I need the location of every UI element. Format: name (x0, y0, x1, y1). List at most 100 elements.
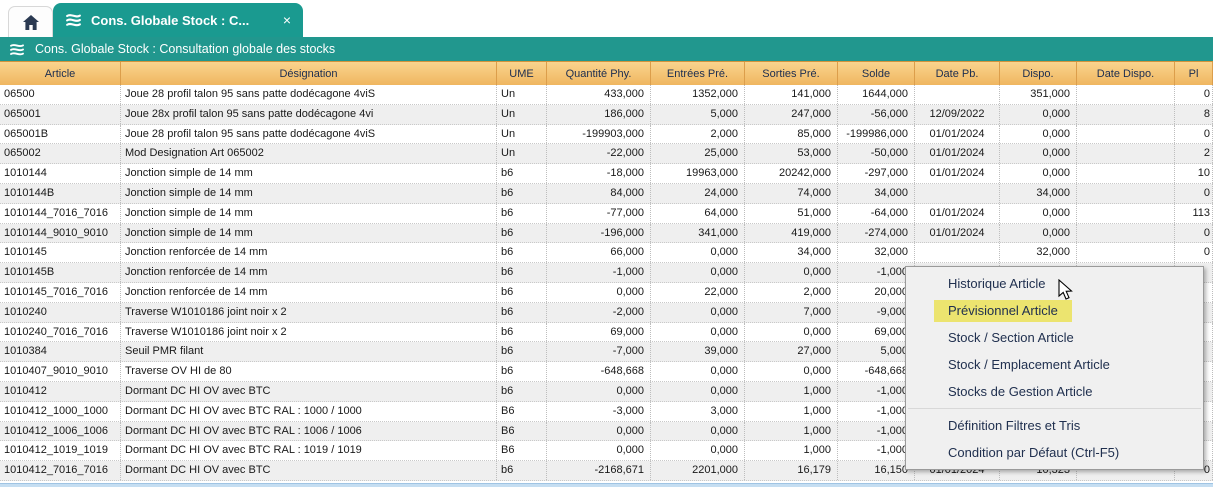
cell-date-pb[interactable]: 01/01/2024 (915, 144, 1000, 164)
cell-designation[interactable]: Jonction simple de 14 mm (121, 183, 497, 203)
cell-article[interactable]: 065002 (0, 144, 121, 164)
cell-solde[interactable]: -50,000 (838, 144, 915, 164)
cell-ume[interactable]: Un (497, 144, 547, 164)
cell-solde[interactable]: -199986,000 (838, 124, 915, 144)
menu-item-stock-emplacement-article[interactable]: Stock / Emplacement Article (948, 357, 1110, 372)
cell-quantite-phy[interactable]: 0,000 (547, 381, 651, 401)
cell-date-dispo[interactable] (1077, 243, 1175, 263)
column-header-sorties-pre[interactable]: Sorties Pré. (745, 62, 838, 85)
cell-date-dispo[interactable] (1077, 183, 1175, 203)
cell-designation[interactable]: Joue 28 profil talon 95 sans patte dodéc… (121, 124, 497, 144)
cell-ume[interactable]: B6 (497, 421, 547, 441)
cell-solde[interactable]: 1644,000 (838, 85, 915, 104)
table-row[interactable]: 06500 Joue 28 profil talon 95 sans patte … (0, 85, 1213, 105)
cell-entrees-pre[interactable]: 341,000 (651, 223, 745, 243)
cell-entrees-pre[interactable]: 0,000 (651, 263, 745, 282)
cell-solde[interactable]: -1,000 (838, 421, 915, 441)
cell-entrees-pre[interactable]: 0,000 (651, 243, 745, 263)
cell-designation[interactable]: Joue 28 profil talon 95 sans patte dodéc… (121, 85, 497, 104)
cell-solde[interactable]: 32,000 (838, 243, 915, 263)
cell-entrees-pre[interactable]: 0,000 (651, 302, 745, 322)
table-row[interactable]: 1010145 Jonction renforcée de 14 mm b6 66,0… (0, 243, 1213, 264)
cell-article[interactable]: 1010412_7016_7016 (0, 461, 121, 480)
cell-solde[interactable]: -9,000 (838, 302, 915, 322)
cell-designation[interactable]: Jonction simple de 14 mm (121, 223, 497, 243)
tab-close-icon[interactable]: × (282, 12, 291, 28)
cell-date-dispo[interactable] (1077, 164, 1175, 183)
cell-date-pb[interactable]: 01/01/2024 (915, 164, 1000, 183)
cell-designation[interactable]: Jonction renforcée de 14 mm (121, 282, 497, 302)
cell-quantite-phy[interactable]: 433,000 (547, 85, 651, 104)
cell-article[interactable]: 1010412 (0, 381, 121, 401)
cell-solde[interactable]: -1,000 (838, 401, 915, 421)
cell-quantite-phy[interactable]: -199903,000 (547, 124, 651, 144)
column-header-date-pb[interactable]: Date Pb. (915, 62, 1000, 85)
cell-quantite-phy[interactable]: 66,000 (547, 243, 651, 263)
cell-designation[interactable]: Dormant DC HI OV avec BTC RAL : 1006 / 1… (121, 421, 497, 441)
cell-article[interactable]: 065001B (0, 124, 121, 144)
cell-ume[interactable]: B6 (497, 401, 547, 421)
cell-solde[interactable]: -297,000 (838, 164, 915, 183)
cell-article[interactable]: 1010412_1019_1019 (0, 441, 121, 461)
cell-solde[interactable]: -1,000 (838, 381, 915, 401)
cell-solde[interactable]: 20,000 (838, 282, 915, 302)
cell-ume[interactable]: B6 (497, 441, 547, 461)
column-header-pl[interactable]: Pl (1175, 62, 1213, 85)
cell-article[interactable]: 1010384 (0, 342, 121, 362)
cell-ume[interactable]: b6 (497, 263, 547, 282)
cell-date-pb[interactable] (915, 183, 1000, 203)
cell-pl[interactable]: 2 (1175, 144, 1213, 164)
cell-quantite-phy[interactable]: 84,000 (547, 183, 651, 203)
cell-solde[interactable]: -648,668 (838, 362, 915, 381)
cell-entrees-pre[interactable]: 5,000 (651, 104, 745, 124)
cell-quantite-phy[interactable]: -18,000 (547, 164, 651, 183)
cell-article[interactable]: 1010412_1006_1006 (0, 421, 121, 441)
column-header-dispo[interactable]: Dispo. (1000, 62, 1077, 85)
column-header-ume[interactable]: UME (497, 62, 547, 85)
cell-sorties-pre[interactable]: 16,179 (745, 461, 838, 480)
cell-dispo[interactable]: 34,000 (1000, 183, 1077, 203)
cell-entrees-pre[interactable]: 25,000 (651, 144, 745, 164)
cell-article[interactable]: 1010240_7016_7016 (0, 322, 121, 342)
cell-article[interactable]: 1010144_7016_7016 (0, 203, 121, 223)
cell-ume[interactable]: Un (497, 104, 547, 124)
cell-designation[interactable]: Seuil PMR filant (121, 342, 497, 362)
cell-sorties-pre[interactable]: 20242,000 (745, 164, 838, 183)
cell-ume[interactable]: b6 (497, 322, 547, 342)
column-header-article[interactable]: Article (0, 62, 121, 85)
cell-ume[interactable]: b6 (497, 183, 547, 203)
cell-date-dispo[interactable] (1077, 144, 1175, 164)
cell-date-pb[interactable] (915, 243, 1000, 263)
cell-sorties-pre[interactable]: 53,000 (745, 144, 838, 164)
cell-solde[interactable]: 16,150 (838, 461, 915, 480)
cell-ume[interactable]: b6 (497, 243, 547, 263)
table-row[interactable]: 1010144_9010_9010 Jonction simple de 14 m… (0, 223, 1213, 244)
cell-sorties-pre[interactable]: 141,000 (745, 85, 838, 104)
cell-sorties-pre[interactable]: 1,000 (745, 421, 838, 441)
cell-date-dispo[interactable] (1077, 223, 1175, 243)
table-row[interactable]: 065001 Joue 28x profil talon 95 sans patt… (0, 104, 1213, 125)
cell-article[interactable]: 1010240 (0, 302, 121, 322)
cell-ume[interactable]: b6 (497, 164, 547, 183)
cell-pl[interactable]: 0 (1175, 85, 1213, 104)
cell-quantite-phy[interactable]: 69,000 (547, 322, 651, 342)
column-header-date-dispo[interactable]: Date Dispo. (1077, 62, 1175, 85)
cell-pl[interactable]: 8 (1175, 104, 1213, 124)
cell-article[interactable]: 1010145_7016_7016 (0, 282, 121, 302)
cell-entrees-pre[interactable]: 0,000 (651, 381, 745, 401)
cell-quantite-phy[interactable]: -7,000 (547, 342, 651, 362)
cell-date-dispo[interactable] (1077, 461, 1175, 480)
cell-quantite-phy[interactable]: -22,000 (547, 144, 651, 164)
cell-designation[interactable]: Dormant DC HI OV avec BTC RAL : 1000 / 1… (121, 401, 497, 421)
cell-sorties-pre[interactable]: 0,000 (745, 322, 838, 342)
tab-consultation-stock[interactable]: Cons. Globale Stock : C... × (53, 3, 303, 37)
cell-designation[interactable]: Traverse W1010186 joint noir x 2 (121, 302, 497, 322)
cell-article[interactable]: 1010145 (0, 243, 121, 263)
cell-entrees-pre[interactable]: 3,000 (651, 401, 745, 421)
menu-item-previsionnel-article[interactable]: Prévisionnel Article (906, 297, 1203, 324)
cell-sorties-pre[interactable]: 7,000 (745, 302, 838, 322)
cell-ume[interactable]: b6 (497, 282, 547, 302)
cell-dispo[interactable]: 32,000 (1000, 243, 1077, 263)
cell-date-pb[interactable]: 01/01/2024 (915, 203, 1000, 223)
cell-entrees-pre[interactable]: 2,000 (651, 124, 745, 144)
